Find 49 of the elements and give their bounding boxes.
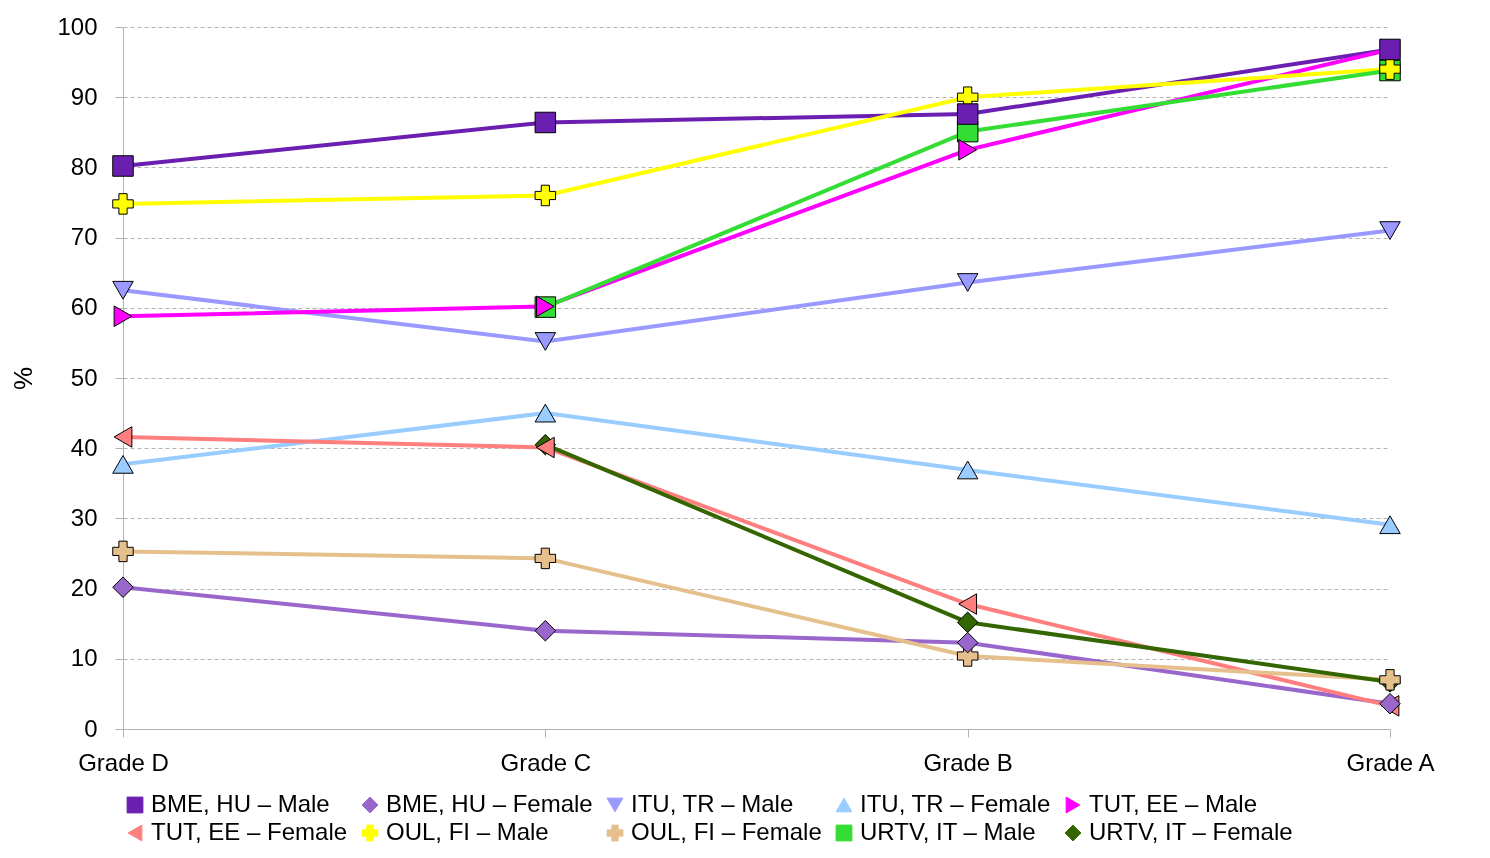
x-tick-label: Grade C (500, 748, 592, 776)
y-tick-label: 0 (84, 714, 98, 742)
x-tick-label: Grade A (1346, 748, 1435, 776)
point (534, 619, 557, 642)
y-tick-label: 90 (70, 82, 98, 110)
y-tick-label: 70 (70, 223, 98, 251)
point (534, 547, 557, 570)
legend-label: URTV, IT – Male (860, 818, 1036, 845)
legend-label: URTV, IT – Female (1089, 818, 1293, 845)
y-tick-label: 50 (70, 363, 98, 391)
point (1379, 515, 1401, 535)
legend-label: BME, HU – Male (151, 790, 330, 817)
y-tick-label: 10 (70, 644, 98, 672)
point (956, 611, 979, 634)
point (112, 155, 134, 177)
point (534, 111, 557, 134)
point (1379, 221, 1401, 240)
point (956, 460, 979, 480)
point (534, 403, 557, 423)
y-tick-label: 20 (70, 574, 98, 602)
point (956, 103, 979, 125)
y-tick-label: 80 (70, 152, 98, 180)
point (958, 593, 978, 615)
x-tick-label: Grade D (78, 748, 169, 776)
point (958, 139, 978, 161)
legend-label: OUL, FI – Female (631, 818, 822, 845)
y-tick-label: 40 (70, 433, 98, 461)
legend-label: OUL, FI – Male (386, 818, 549, 845)
y-tick-label: 30 (70, 503, 98, 531)
point (112, 540, 134, 563)
point (534, 184, 557, 207)
y-tick-label: 60 (70, 293, 98, 321)
point (534, 332, 557, 351)
x-tick-label: Grade B (923, 748, 1013, 776)
legend-label: TUT, EE – Male (1089, 790, 1258, 817)
y-tick-label: 100 (57, 12, 98, 40)
legend-label: ITU, TR – Female (860, 790, 1051, 817)
point (956, 631, 979, 654)
point (113, 305, 133, 327)
point (113, 426, 133, 448)
point (112, 576, 134, 598)
legend-label: TUT, EE – Female (151, 818, 348, 845)
legend-label: ITU, TR – Male (631, 790, 794, 817)
point (956, 273, 979, 292)
point (112, 193, 134, 215)
point (112, 280, 134, 300)
y-axis-title: % (8, 366, 39, 391)
legend-label: BME, HU – Female (386, 790, 593, 817)
point (112, 454, 134, 474)
